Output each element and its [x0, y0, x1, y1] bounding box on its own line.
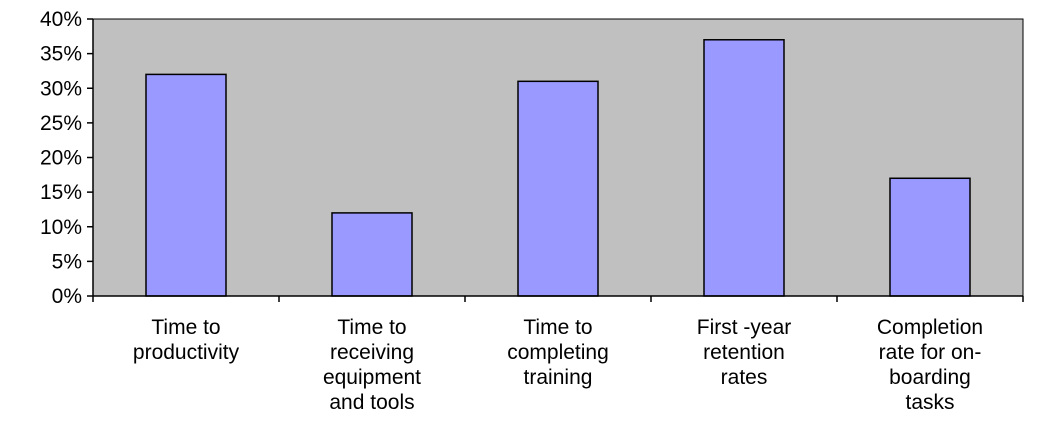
category-label-line: and tools — [329, 391, 414, 414]
y-tick-label: 40% — [40, 8, 82, 31]
y-axis-ticks — [87, 18, 93, 297]
category-label-line: training — [524, 366, 593, 389]
y-tick-label: 25% — [40, 112, 82, 135]
category-label-line: Completion — [877, 316, 983, 339]
y-axis-labels: 0% 5% 10% 15% 20% 25% 30% 35% 40% — [40, 8, 82, 308]
bars — [145, 39, 971, 297]
bar — [145, 73, 227, 297]
category-label: Completion rate for on-boarding tasks — [877, 316, 983, 414]
category-label-line: Time to — [151, 316, 220, 339]
bar — [889, 177, 971, 297]
bar — [703, 39, 785, 297]
category-label-line: retention — [703, 341, 785, 364]
category-label-line: boarding — [889, 366, 971, 389]
category-label-line: rates — [721, 366, 768, 389]
y-tick-label: 35% — [40, 43, 82, 66]
category-label-line: productivity — [133, 341, 240, 364]
category-label-line: rate for on- — [879, 341, 982, 364]
y-tick-label: 15% — [40, 181, 82, 204]
category-label-line: completing — [507, 341, 609, 364]
x-axis-ticks — [92, 296, 1024, 302]
category-label: First -year retention rates — [697, 316, 792, 389]
bar — [331, 212, 413, 297]
y-tick-label: 0% — [52, 285, 82, 308]
category-label-line: First -year — [697, 316, 792, 339]
category-label: Time to completing training — [507, 316, 609, 389]
category-label-line: receiving — [330, 341, 414, 364]
category-label: Time to receiving equipment and tools — [323, 316, 421, 414]
y-tick-label: 5% — [52, 250, 82, 273]
category-label-line: Time to — [523, 316, 592, 339]
category-label-line: tasks — [905, 391, 954, 414]
category-label-line: Time to — [337, 316, 406, 339]
category-label-line: equipment — [323, 366, 421, 389]
y-tick-label: 20% — [40, 147, 82, 170]
category-label: Time to productivity — [133, 316, 240, 364]
y-tick-label: 10% — [40, 216, 82, 239]
y-tick-label: 30% — [40, 77, 82, 100]
bar — [517, 80, 599, 297]
